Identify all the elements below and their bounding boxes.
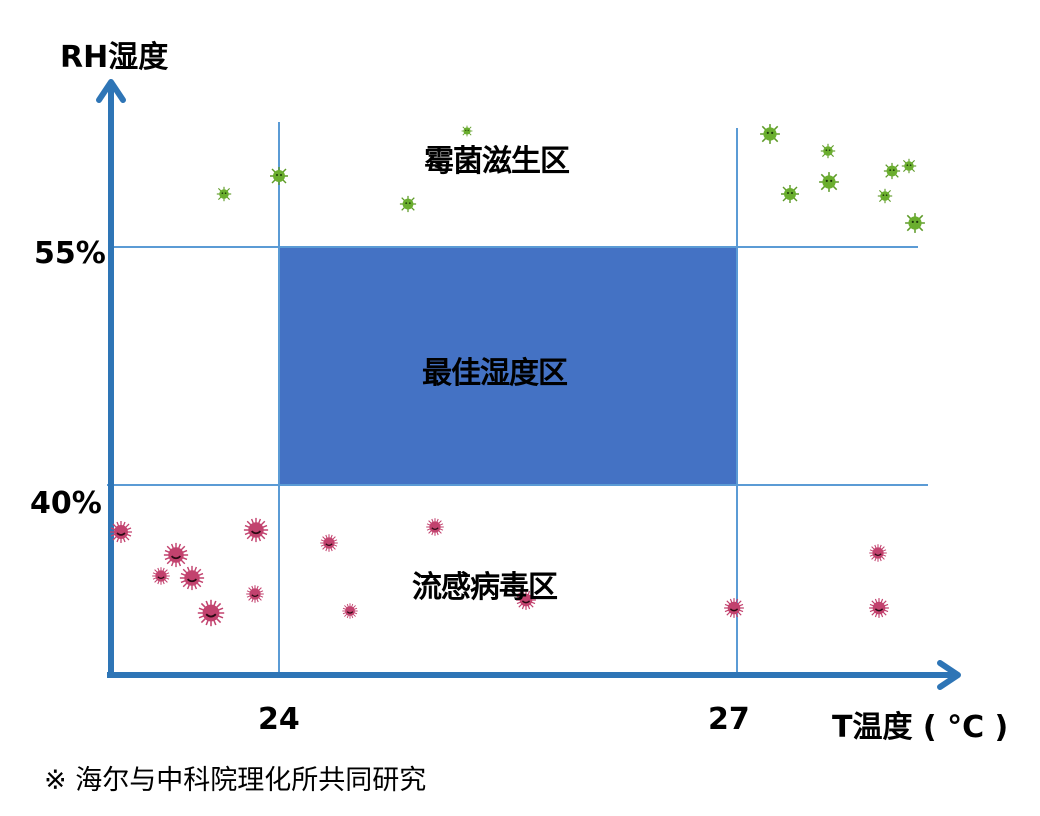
- optimal-zone-rect: [279, 247, 737, 485]
- mold-icon: [216, 186, 232, 202]
- virus-icon: [196, 598, 226, 628]
- virus-icon: [341, 602, 359, 620]
- mold-icon: [818, 171, 840, 193]
- mold-icon: [461, 125, 473, 137]
- y-axis-label: RH湿度: [60, 40, 169, 75]
- virus-icon: [243, 517, 269, 543]
- x-axis-label: T温度 ( °C ): [832, 710, 1009, 745]
- mold-icon: [399, 195, 417, 213]
- y-tick-40: 40%: [30, 486, 102, 521]
- zone-label-flu: 流感病毒区: [412, 570, 558, 605]
- mold-icon: [877, 188, 893, 204]
- y-axis: [96, 79, 126, 677]
- footnote: ※ 海尔与中科院理化所共同研究: [44, 765, 427, 796]
- virus-icon: [319, 533, 339, 553]
- mold-icon: [780, 184, 800, 204]
- zone-label-mold: 霉菌滋生区: [424, 144, 570, 179]
- virus-icon: [151, 566, 171, 586]
- virus-icon: [723, 597, 745, 619]
- mold-icon: [269, 166, 289, 186]
- virus-icon: [868, 597, 890, 619]
- virus-icon: [109, 520, 133, 544]
- virus-icon: [425, 517, 445, 537]
- mold-icon: [904, 212, 926, 234]
- virus-icon: [868, 543, 888, 563]
- virus-icon: [245, 584, 265, 604]
- y-tick-55: 55%: [34, 236, 106, 271]
- mold-icon: [883, 162, 901, 180]
- mold-icon: [820, 143, 836, 159]
- x-axis: [107, 660, 961, 690]
- zone-label-optimal: 最佳湿度区: [422, 356, 568, 391]
- mold-icon: [901, 158, 917, 174]
- x-tick-27: 27: [708, 702, 750, 737]
- mold-icons: [216, 123, 926, 234]
- virus-icon: [163, 542, 189, 568]
- mold-icon: [759, 123, 781, 145]
- virus-icon: [179, 565, 205, 591]
- x-tick-24: 24: [258, 702, 300, 737]
